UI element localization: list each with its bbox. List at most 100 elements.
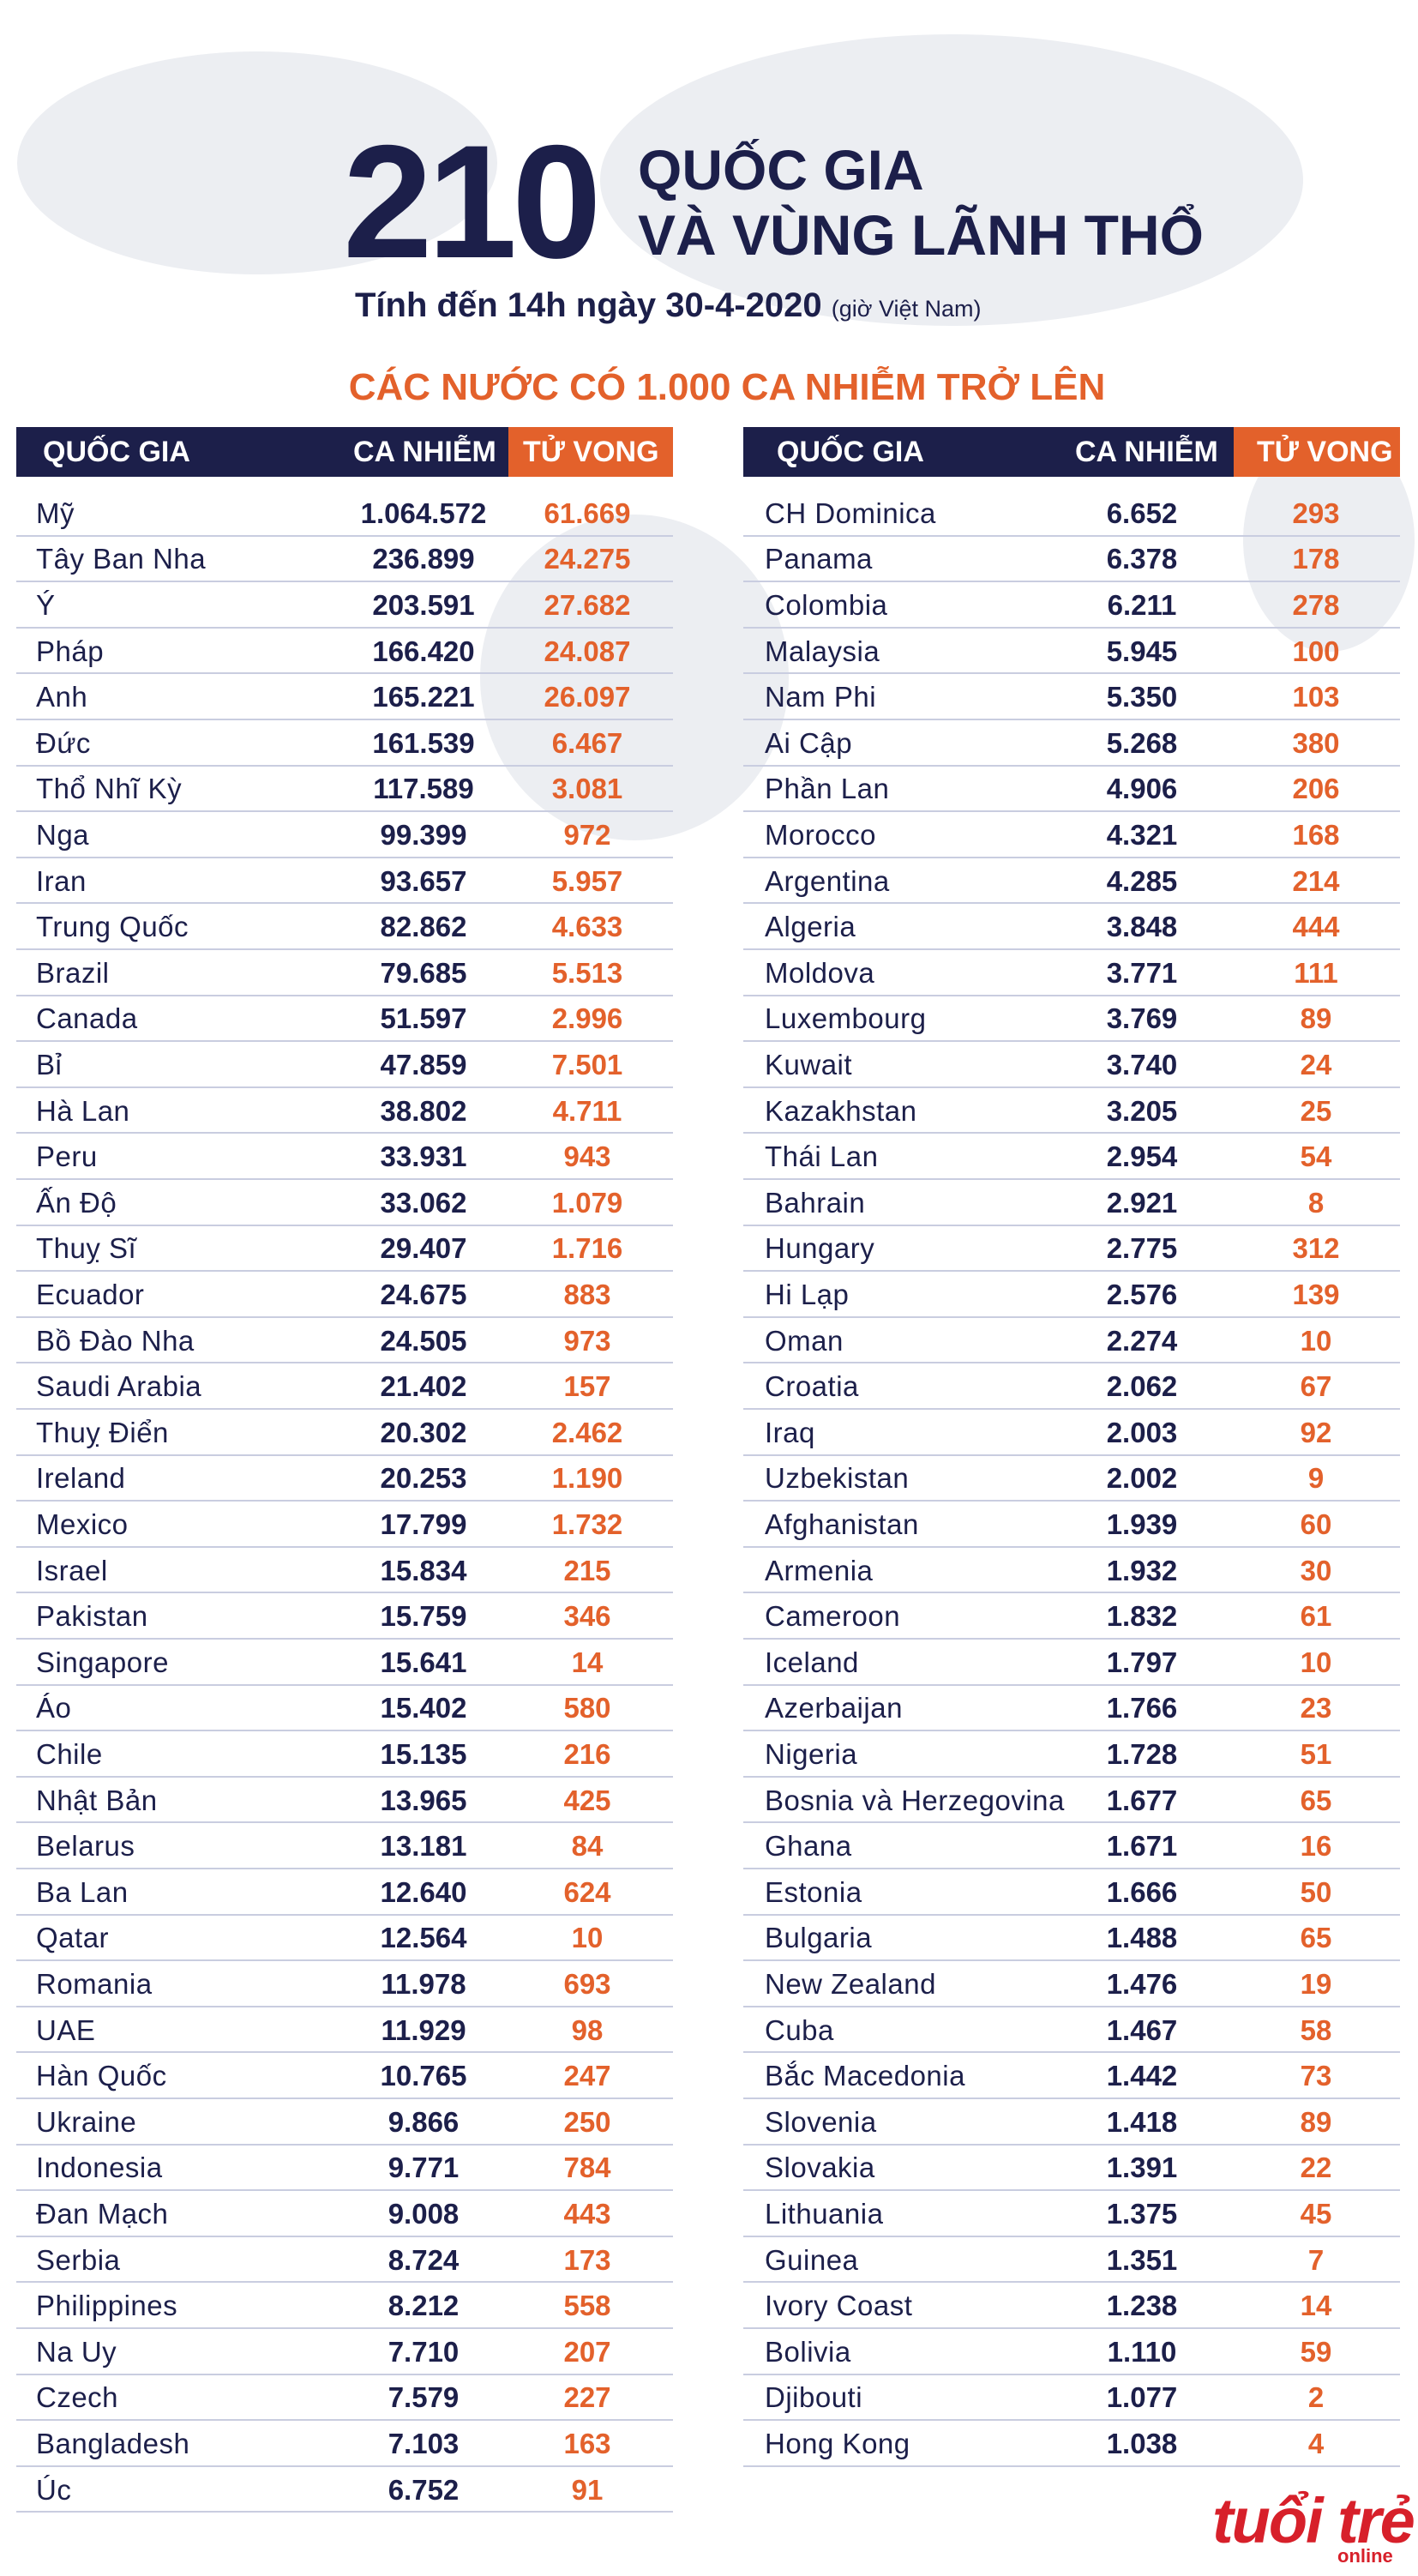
row-divider (16, 1270, 673, 1273)
row-divider (743, 534, 1400, 537)
row-divider (16, 1638, 673, 1640)
cases: 1.110 (1107, 2335, 1177, 2368)
row-divider (16, 2051, 673, 2054)
row-divider (743, 581, 1400, 583)
deaths: 89 (1300, 2105, 1332, 2138)
cases: 5.945 (1106, 635, 1178, 667)
row-divider (743, 2098, 1400, 2099)
row-divider (16, 2373, 673, 2375)
country: Moldova (765, 956, 875, 989)
row-divider (743, 1868, 1400, 1869)
row-divider (16, 994, 673, 996)
column-header: QUỐC GIA (43, 436, 190, 468)
country: Singapore (36, 1646, 169, 1678)
deaths: 425 (563, 1784, 611, 1816)
country: Qatar (36, 1922, 110, 1954)
row-divider (743, 1362, 1400, 1364)
deaths: 178 (1292, 543, 1340, 575)
row-divider (743, 626, 1400, 629)
country: Bangladesh (36, 2428, 190, 2459)
deaths: 59 (1300, 2335, 1332, 2368)
row-divider (16, 1224, 673, 1226)
cases: 2.576 (1106, 1279, 1178, 1310)
row-divider (743, 2465, 1400, 2467)
country: CH Dominica (765, 497, 936, 529)
cases: 1.766 (1106, 1692, 1178, 1724)
deaths: 943 (563, 1141, 611, 1173)
date: Tính đến 14h ngày 30-4-2020 (355, 286, 822, 324)
row-divider (743, 2419, 1400, 2422)
cases: 11.978 (381, 1968, 466, 2000)
country: Estonia (765, 1875, 862, 1908)
country: Ai Cập (765, 726, 853, 759)
row-divider (743, 2005, 1400, 2007)
deaths: 443 (563, 2198, 611, 2230)
deaths: 247 (563, 2060, 611, 2092)
row-divider (743, 1821, 1400, 1824)
cases: 1.939 (1106, 1508, 1178, 1540)
cases: 1.671 (1106, 1830, 1178, 1863)
country: Croatia (765, 1370, 859, 1403)
deaths: 19 (1300, 1968, 1332, 2000)
country: Argentina (765, 864, 890, 897)
deaths: 60 (1300, 1508, 1332, 1540)
country: Saudi Arabia (36, 1370, 202, 1403)
deaths: 214 (1292, 864, 1340, 897)
country: Bỉ (36, 1049, 63, 1080)
row-divider (743, 2235, 1400, 2237)
row-divider (16, 810, 673, 813)
country: Slovakia (765, 2152, 875, 2184)
row-divider (743, 1638, 1400, 1640)
cases: 12.564 (380, 1922, 467, 1954)
row-divider (16, 1362, 673, 1364)
headline-line: VÀ VÙNG LÃNH THỔ (638, 203, 1204, 267)
country: Hàn Quốc (36, 2060, 167, 2092)
cases: 1.038 (1106, 2428, 1178, 2459)
deaths: 558 (563, 2290, 611, 2322)
cases: 1.677 (1106, 1784, 1178, 1816)
cases: 2.002 (1106, 1462, 1178, 1495)
cases: 5.268 (1106, 726, 1178, 759)
cases: 10.765 (380, 2060, 467, 2092)
row-divider (743, 1224, 1400, 1226)
cases: 11.929 (381, 2013, 466, 2046)
row-divider (743, 1086, 1400, 1088)
column-header: TỬ VONG (523, 436, 659, 468)
row-divider (743, 2327, 1400, 2329)
country: Bắc Macedonia (765, 2060, 965, 2092)
row-divider (743, 2373, 1400, 2375)
cases: 13.181 (380, 1830, 467, 1863)
cases: 8.724 (388, 2243, 460, 2276)
country: Trung Quốc (36, 911, 189, 943)
country: Bahrain (765, 1186, 866, 1219)
row-divider (743, 2281, 1400, 2284)
cases: 17.799 (380, 1508, 467, 1540)
country: Ecuador (36, 1279, 145, 1310)
deaths: 24.275 (544, 543, 631, 575)
row-divider (743, 948, 1400, 950)
country: Lithuania (765, 2198, 884, 2230)
cases: 13.965 (380, 1784, 467, 1816)
country: Nigeria (765, 1738, 858, 1770)
deaths: 4.711 (552, 1094, 622, 1127)
cases: 79.685 (380, 956, 467, 989)
deaths: 7 (1307, 2243, 1325, 2276)
deaths: 784 (563, 2152, 611, 2184)
row-divider (16, 2419, 673, 2422)
country: Armenia (765, 1554, 874, 1586)
row-divider (16, 581, 673, 583)
cases: 1.467 (1106, 2013, 1178, 2046)
deaths: 2.996 (551, 1002, 623, 1035)
deaths: 1.190 (551, 1462, 623, 1495)
deaths: 227 (563, 2381, 611, 2414)
deaths: 98 (571, 2013, 604, 2046)
deaths: 215 (563, 1554, 611, 1586)
cases: 1.832 (1106, 1600, 1178, 1633)
cases: 1.418 (1106, 2105, 1178, 2138)
deaths: 157 (563, 1370, 611, 1403)
row-divider (16, 1086, 673, 1088)
deaths: 250 (563, 2105, 611, 2138)
deaths: 883 (563, 1279, 611, 1310)
deaths: 65 (1300, 1922, 1332, 1954)
cases: 2.274 (1106, 1324, 1178, 1357)
